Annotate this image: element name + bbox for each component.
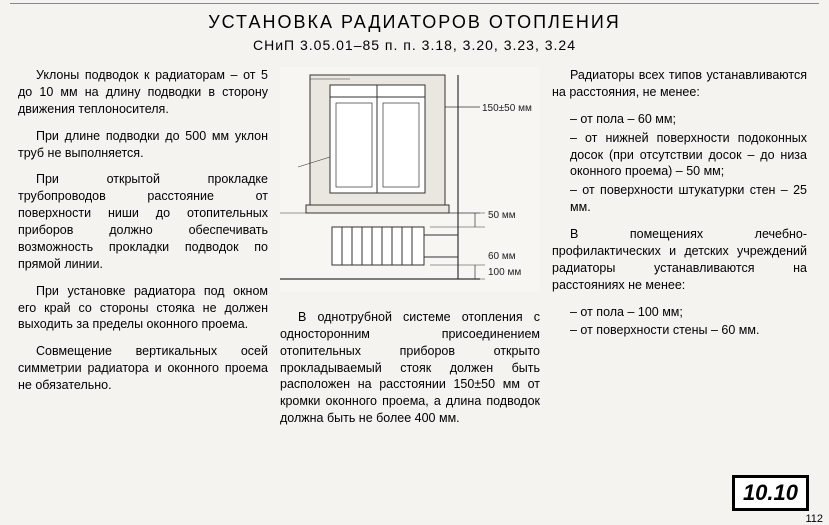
para: При длине подводки до 500 мм уклон труб … — [18, 128, 268, 162]
page-number: 112 — [805, 513, 823, 525]
dim-label: 100 мм — [488, 267, 521, 278]
para: Уклоны подводок к радиаторам – от 5 до 1… — [18, 67, 268, 118]
para-lead: В помещениях лечебно-профилактических и … — [552, 226, 807, 294]
list-item: – от поверхности штукатурки стен – 25 мм… — [552, 182, 807, 216]
dim-label: 150±50 мм — [482, 103, 532, 114]
dim-label: 50 мм — [488, 210, 516, 221]
column-right: Радиаторы всех типов устанавливаются на … — [552, 67, 807, 437]
content-columns: Уклоны подводок к радиаторам – от 5 до 1… — [18, 67, 811, 437]
column-center: 150±50 мм 50 мм 60 мм 100 мм В однотрубн… — [280, 67, 540, 437]
top-border — [10, 3, 819, 4]
page: УСТАНОВКА РАДИАТОРОВ ОТОПЛЕНИЯ СНиП 3.05… — [0, 0, 829, 445]
para: В однотрубной системе отопления с одност… — [280, 309, 540, 427]
list-item: – от поверхности стены – 60 мм. — [552, 322, 807, 339]
dim-label: 60 мм — [488, 251, 516, 262]
column-left: Уклоны подводок к радиаторам – от 5 до 1… — [18, 67, 268, 437]
radiator-icon — [332, 227, 424, 265]
list-item: – от пола – 60 мм; — [552, 111, 807, 128]
para: Совмещение вертикальных осей симметрии р… — [18, 343, 268, 394]
list-item: – от пола – 100 мм; — [552, 304, 807, 321]
para: При открытой прокладке трубопроводов рас… — [18, 171, 268, 272]
para: При установке радиатора под окном его кр… — [18, 283, 268, 334]
page-title: УСТАНОВКА РАДИАТОРОВ ОТОПЛЕНИЯ — [18, 12, 811, 33]
radiator-diagram: 150±50 мм 50 мм 60 мм 100 мм — [280, 67, 540, 292]
page-subtitle: СНиП 3.05.01–85 п. п. 3.18, 3.20, 3.23, … — [18, 37, 811, 53]
header: УСТАНОВКА РАДИАТОРОВ ОТОПЛЕНИЯ СНиП 3.05… — [18, 12, 811, 53]
list-item: – от нижней поверхности подоконных досок… — [552, 130, 807, 181]
section-number-badge: 10.10 — [732, 475, 809, 511]
para-lead: Радиаторы всех типов устанавливаются на … — [552, 67, 807, 101]
